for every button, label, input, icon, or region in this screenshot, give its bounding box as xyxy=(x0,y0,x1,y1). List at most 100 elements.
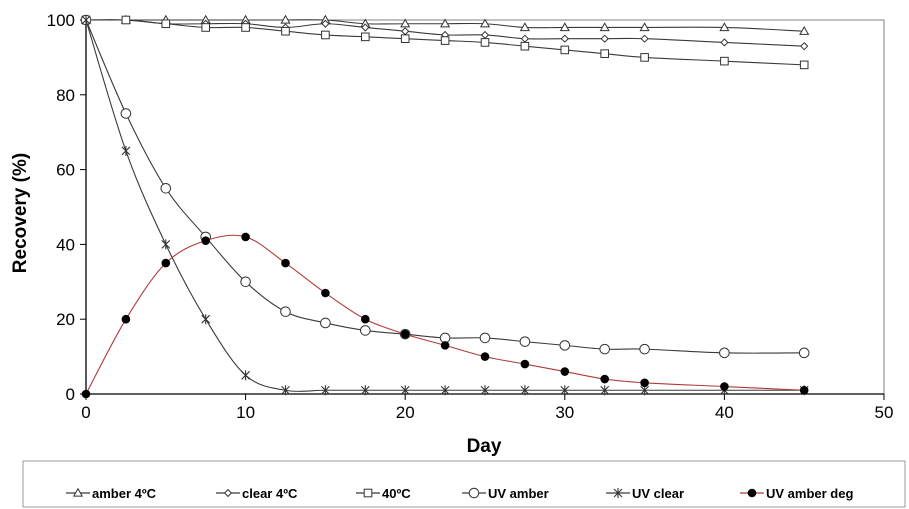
y-tick-label: 0 xyxy=(66,385,75,404)
data-point-uv-amber-deg xyxy=(281,258,290,268)
data-point-uv-amber xyxy=(320,317,331,329)
data-point-uv-amber-deg xyxy=(440,341,450,350)
data-point-amber-4-c xyxy=(639,22,650,32)
legend-label: 40ºC xyxy=(382,486,411,501)
legend-label: UV clear xyxy=(632,486,684,501)
data-point-amber-4-c xyxy=(559,22,570,32)
y-tick-label: 20 xyxy=(56,310,75,329)
legend-label: clear 4ºC xyxy=(242,486,298,501)
data-point-uv-clear xyxy=(281,385,290,396)
data-point-40-c xyxy=(241,23,250,32)
x-tick-label: 10 xyxy=(236,403,255,422)
legend-label: amber 4ºC xyxy=(92,486,157,501)
data-point-uv-amber xyxy=(120,108,132,119)
data-point-amber-4-c xyxy=(400,18,411,28)
x-tick-label: 20 xyxy=(396,403,415,422)
data-point-uv-clear xyxy=(201,314,211,325)
data-point-uv-clear xyxy=(81,15,91,25)
data-point-uv-amber-deg xyxy=(361,314,370,324)
data-point-uv-amber-deg xyxy=(720,382,729,391)
data-point-clear-4-c xyxy=(480,30,490,40)
data-point-40-c xyxy=(321,30,330,40)
data-point-amber-4-c xyxy=(799,26,810,35)
data-point-uv-clear xyxy=(560,385,570,396)
data-point-uv-amber xyxy=(240,276,251,288)
data-point-clear-4-c xyxy=(720,38,729,47)
data-point-40-c xyxy=(600,49,610,58)
data-point-40-c xyxy=(640,53,649,62)
data-point-40-c xyxy=(121,15,131,25)
data-point-uv-amber-deg xyxy=(400,329,410,339)
data-point-uv-amber xyxy=(519,336,531,347)
data-point-uv-amber-deg xyxy=(121,314,131,324)
data-point-uv-amber xyxy=(719,347,730,359)
data-point-40-c xyxy=(799,60,809,70)
data-point-uv-amber-deg xyxy=(480,352,490,361)
data-point-uv-clear xyxy=(161,239,171,250)
legend-entry-clear-4-c: clear 4ºC xyxy=(216,486,298,501)
data-point-uv-amber xyxy=(479,332,491,344)
legend-swatch-marker xyxy=(363,488,373,498)
series-line-uv-clear xyxy=(85,19,805,392)
data-point-uv-clear xyxy=(400,385,410,396)
data-point-amber-4-c xyxy=(519,22,530,32)
x-axis-title: Day xyxy=(467,436,502,457)
data-point-uv-amber-deg xyxy=(241,232,250,242)
legend-entry-amber-4-c: amber 4ºC xyxy=(66,486,157,501)
series-uv-amber-deg xyxy=(81,232,809,399)
legend: amber 4ºC clear 4ºC 40ºC UV amber UV clear UV… xyxy=(22,460,906,508)
data-point-amber-4-c xyxy=(719,22,730,32)
data-point-clear-4-c xyxy=(520,34,530,43)
data-point-uv-clear xyxy=(480,385,490,396)
data-point-uv-amber-deg xyxy=(600,374,610,384)
y-axis-title: Recovery (%) xyxy=(10,153,31,273)
data-point-clear-4-c xyxy=(800,42,809,51)
data-point-amber-4-c xyxy=(599,22,610,32)
data-point-40-c xyxy=(361,32,370,42)
y-tick-label: 60 xyxy=(56,161,75,180)
series-line-uv-amber-deg xyxy=(85,234,805,395)
data-point-clear-4-c xyxy=(640,34,649,43)
data-point-uv-clear xyxy=(520,385,530,396)
series-40-c xyxy=(81,15,809,70)
data-point-uv-clear xyxy=(321,385,330,396)
legend-swatch-marker xyxy=(468,487,480,499)
series-layer xyxy=(80,14,810,399)
legend-swatch-marker xyxy=(223,488,233,498)
data-point-uv-amber-deg xyxy=(321,288,330,298)
legend-swatch-marker xyxy=(72,487,84,497)
x-tick-label: 40 xyxy=(715,403,734,422)
data-point-40-c xyxy=(281,26,290,36)
data-point-uv-amber-deg xyxy=(799,385,809,395)
x-tick-label: 50 xyxy=(875,403,894,422)
data-point-uv-amber xyxy=(599,343,611,355)
data-point-uv-clear xyxy=(241,370,250,381)
data-point-40-c xyxy=(520,41,530,51)
data-point-40-c xyxy=(201,23,210,32)
data-point-amber-4-c xyxy=(440,18,451,28)
data-point-uv-clear xyxy=(360,385,370,396)
data-point-40-c xyxy=(560,45,570,55)
x-tick-label: 30 xyxy=(555,403,574,422)
data-point-uv-amber xyxy=(280,306,291,318)
data-point-40-c xyxy=(720,56,729,66)
data-point-uv-amber-deg xyxy=(640,378,649,388)
data-point-uv-amber xyxy=(360,325,371,336)
legend-label: UV amber xyxy=(488,486,549,501)
legend-entry-uv-clear: UV clear xyxy=(606,486,684,501)
legend-swatch-marker xyxy=(747,488,757,498)
series-line-uv-amber xyxy=(85,19,805,354)
data-point-uv-amber xyxy=(798,347,810,359)
data-point-40-c xyxy=(161,19,171,29)
data-point-uv-amber-deg xyxy=(201,236,210,245)
data-point-clear-4-c xyxy=(401,27,410,36)
data-point-amber-4-c xyxy=(280,14,291,24)
legend-box xyxy=(22,460,906,508)
data-point-40-c xyxy=(440,36,450,45)
y-tick-label: 100 xyxy=(47,11,75,30)
data-point-uv-amber-deg xyxy=(560,367,570,376)
data-point-40-c xyxy=(400,34,410,44)
y-tick-label: 40 xyxy=(56,235,75,254)
axes: 0 20 40 60 80 100 0 10 20 30 40 50 xyxy=(47,11,894,422)
